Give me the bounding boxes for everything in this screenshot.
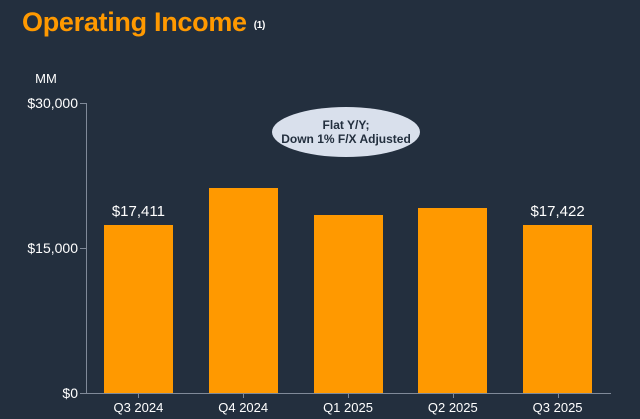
x-axis-label: Q4 2024 [218, 400, 269, 415]
y-axis-unit-label: MM [35, 71, 57, 86]
x-axis-tick-mark [138, 394, 140, 398]
bar-q3-2025 [523, 224, 593, 393]
y-axis-tick-label: $15,000 [27, 240, 78, 256]
title-footnote-marker: (1) [253, 20, 266, 31]
x-axis-label: Q3 2024 [113, 400, 164, 415]
bar-value-label: $17,422 [530, 202, 585, 220]
y-axis-tick-label: $30,000 [27, 95, 78, 111]
annotation-callout: Flat Y/Y; Down 1% F/X Adjusted [272, 107, 420, 157]
bar-q1-2025 [313, 215, 383, 393]
bar-q4-2024 [208, 188, 278, 393]
x-axis-tick-mark [348, 394, 349, 398]
y-axis-tick-label: $0 [62, 385, 78, 401]
y-axis-tick-mark [80, 103, 86, 104]
x-axis-label: Q3 2025 [532, 400, 583, 415]
y-axis-tick-mark [80, 393, 86, 394]
plot-area: $17,411 $17,422 [86, 103, 610, 393]
y-axis-tick-mark [80, 248, 86, 249]
x-axis-line [86, 393, 611, 394]
x-axis-tick-mark [452, 394, 454, 398]
page-title-text: Operating Income [22, 7, 247, 37]
x-axis-tick-mark [243, 394, 245, 398]
bar-q3-2024 [103, 224, 173, 393]
page-title: Operating Income (1) [22, 6, 265, 38]
x-axis-label: Q2 2025 [427, 400, 478, 415]
annotation-line2: Down 1% F/X Adjusted [281, 132, 411, 146]
bar-q2-2025 [418, 207, 488, 393]
x-axis-tick-mark [557, 394, 559, 398]
y-axis-line [86, 103, 87, 393]
x-axis-label: Q1 2025 [323, 400, 373, 415]
annotation-line1: Flat Y/Y; [322, 118, 370, 132]
bar-value-label: $17,411 [111, 202, 165, 220]
